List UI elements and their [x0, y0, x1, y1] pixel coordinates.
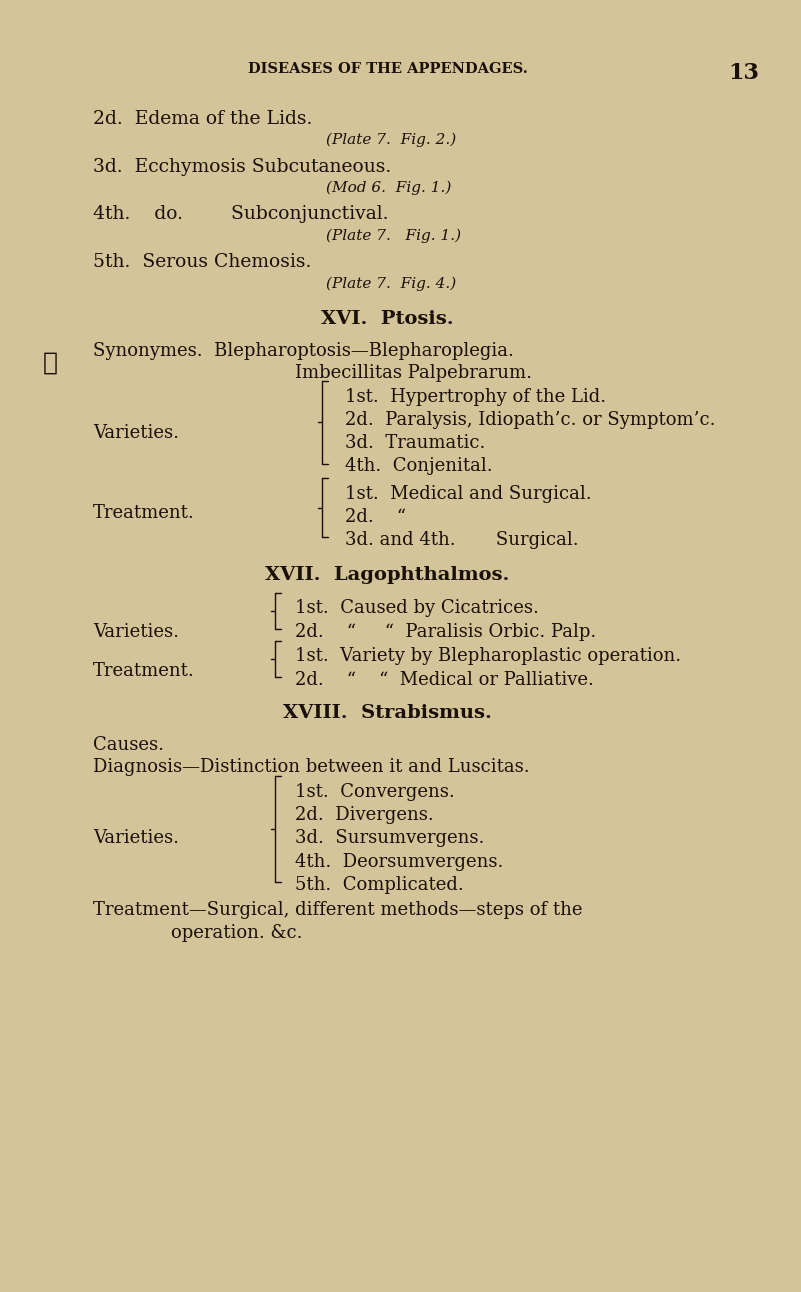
Text: 2d.  Paralysis, Idiopath’c. or Symptom’c.: 2d. Paralysis, Idiopath’c. or Symptom’c.: [345, 411, 715, 429]
Text: (Plate 7.  Fig. 4.): (Plate 7. Fig. 4.): [325, 276, 456, 291]
Text: Varieties.: Varieties.: [93, 424, 179, 442]
Text: Treatment.: Treatment.: [93, 662, 195, 680]
Text: XVI.  Ptosis.: XVI. Ptosis.: [321, 310, 454, 328]
Text: 1st.  Convergens.: 1st. Convergens.: [295, 783, 454, 801]
Text: 5th.  Serous Chemosis.: 5th. Serous Chemosis.: [93, 253, 312, 271]
Text: 2d.  Divergens.: 2d. Divergens.: [295, 806, 433, 824]
Text: operation. &c.: operation. &c.: [171, 924, 302, 942]
Text: 4th.  Conjenital.: 4th. Conjenital.: [345, 457, 493, 475]
Text: 1st.  Medical and Surgical.: 1st. Medical and Surgical.: [345, 484, 591, 503]
Text: 3d.  Ecchymosis Subcutaneous.: 3d. Ecchymosis Subcutaneous.: [93, 158, 391, 176]
Text: ✓: ✓: [43, 351, 58, 375]
Text: Causes.: Causes.: [93, 736, 164, 755]
Text: 5th.  Complicated.: 5th. Complicated.: [295, 876, 463, 894]
Text: (Plate 7.   Fig. 1.): (Plate 7. Fig. 1.): [325, 229, 461, 243]
Text: 3d.  Traumatic.: 3d. Traumatic.: [345, 434, 485, 452]
Text: 2d.    “    “  Medical or Palliative.: 2d. “ “ Medical or Palliative.: [295, 671, 594, 689]
Text: (Plate 7.  Fig. 2.): (Plate 7. Fig. 2.): [325, 133, 456, 147]
Text: 3d. and 4th.       Surgical.: 3d. and 4th. Surgical.: [345, 531, 578, 549]
Text: (Mod 6.  Fig. 1.): (Mod 6. Fig. 1.): [325, 181, 451, 195]
Text: DISEASES OF THE APPENDAGES.: DISEASES OF THE APPENDAGES.: [248, 62, 527, 76]
Text: 1st.  Caused by Cicatrices.: 1st. Caused by Cicatrices.: [295, 599, 538, 618]
Text: Diagnosis—Distinction between it and Luscitas.: Diagnosis—Distinction between it and Lus…: [93, 758, 529, 776]
Text: Treatment.: Treatment.: [93, 504, 195, 522]
Text: 2d.  Edema of the Lids.: 2d. Edema of the Lids.: [93, 110, 312, 128]
Text: XVIII.  Strabismus.: XVIII. Strabismus.: [283, 704, 492, 722]
Text: Synonymes.  Blepharoptosis—Blepharoplegia.: Synonymes. Blepharoptosis—Blepharoplegia…: [93, 342, 514, 360]
Text: 1st.  Hypertrophy of the Lid.: 1st. Hypertrophy of the Lid.: [345, 388, 606, 406]
Text: 3d.  Sursumvergens.: 3d. Sursumvergens.: [295, 829, 484, 848]
Text: Varieties.: Varieties.: [93, 829, 179, 848]
Text: 2d.    “     “  Paralisis Orbic. Palp.: 2d. “ “ Paralisis Orbic. Palp.: [295, 623, 596, 641]
Text: 4th.  Deorsumvergens.: 4th. Deorsumvergens.: [295, 853, 503, 871]
Text: Imbecillitas Palpebrarum.: Imbecillitas Palpebrarum.: [295, 364, 532, 382]
Text: 2d.    “: 2d. “: [345, 508, 406, 526]
Text: 13: 13: [729, 62, 759, 84]
Text: 1st.  Variety by Blepharoplastic operation.: 1st. Variety by Blepharoplastic operatio…: [295, 647, 681, 665]
Text: Varieties.: Varieties.: [93, 623, 179, 641]
Text: Treatment—Surgical, different methods—steps of the: Treatment—Surgical, different methods—st…: [93, 901, 582, 919]
Text: 4th.    do.        Subconjunctival.: 4th. do. Subconjunctival.: [93, 205, 388, 224]
Text: XVII.  Lagophthalmos.: XVII. Lagophthalmos.: [265, 566, 509, 584]
